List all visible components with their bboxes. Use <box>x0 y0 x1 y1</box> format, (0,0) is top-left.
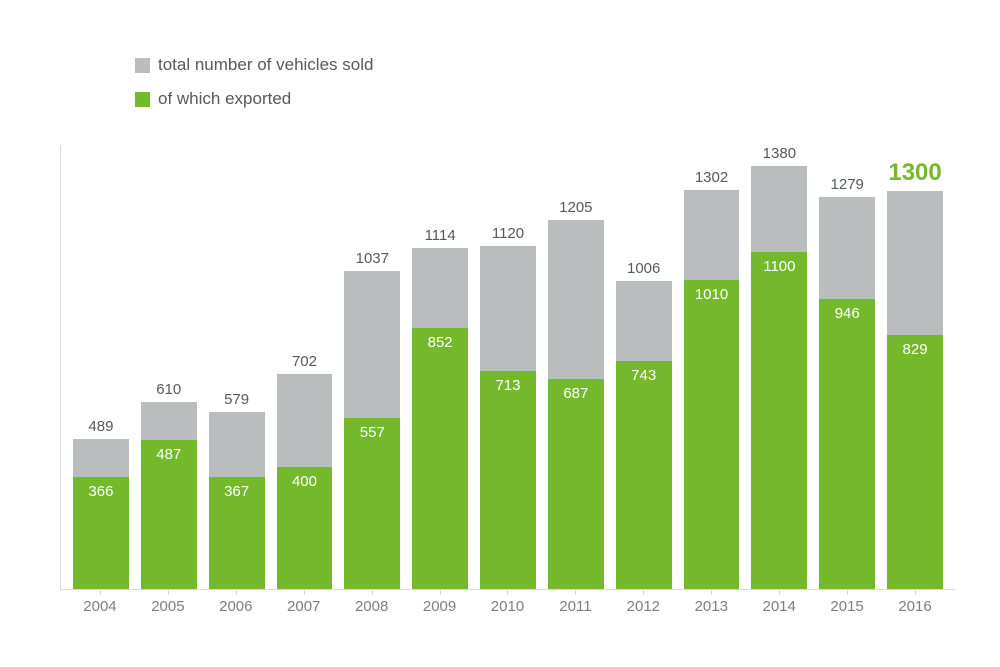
bar-total-label: 1380 <box>751 145 807 166</box>
bar-export-label: 713 <box>480 377 536 394</box>
bar-segment-remainder <box>751 166 807 252</box>
legend-label-total: total number of vehicles sold <box>158 55 373 75</box>
x-tick-label: 2004 <box>66 590 134 622</box>
bar-total-label: 1114 <box>412 227 468 248</box>
x-tick-label: 2013 <box>677 590 745 622</box>
x-tick-label: 2014 <box>745 590 813 622</box>
legend-label-exported: of which exported <box>158 89 291 109</box>
bar-total-label: 610 <box>141 381 197 402</box>
bar-segment-remainder <box>684 190 740 279</box>
bar-export-label: 557 <box>344 424 400 441</box>
x-tick-label: 2007 <box>270 590 338 622</box>
bar-segment-exported: 713 <box>480 371 536 589</box>
bar-segment-exported: 1100 <box>751 252 807 589</box>
bar-segment-exported: 743 <box>616 361 672 589</box>
bar-2011: 1205 687 <box>542 145 610 589</box>
legend-swatch-total <box>135 58 150 73</box>
bar-segment-remainder <box>480 246 536 371</box>
bar-segment-exported: 829 <box>887 335 943 589</box>
bar-segment-exported: 487 <box>141 440 197 589</box>
chart-legend: total number of vehicles sold of which e… <box>135 55 373 123</box>
bar-export-label: 366 <box>73 483 129 500</box>
x-tick-label: 2016 <box>881 590 949 622</box>
bar-2012: 1006 743 <box>610 145 678 589</box>
bar-segment-remainder <box>141 402 197 440</box>
bar-segment-exported: 400 <box>277 467 333 589</box>
bar-export-label: 400 <box>277 473 333 490</box>
bar-export-label: 946 <box>819 305 875 322</box>
bar-export-label: 687 <box>548 385 604 402</box>
x-tick-label: 2010 <box>474 590 542 622</box>
x-tick-label: 2011 <box>541 590 609 622</box>
bar-segment-exported: 557 <box>344 418 400 589</box>
bar-export-label: 1010 <box>684 286 740 303</box>
bar-total-label: 1279 <box>819 176 875 197</box>
bar-segment-exported: 367 <box>209 477 265 589</box>
bar-export-label: 367 <box>209 483 265 500</box>
x-tick-label: 2009 <box>406 590 474 622</box>
x-tick-label: 2012 <box>609 590 677 622</box>
legend-swatch-exported <box>135 92 150 107</box>
bar-export-label: 1100 <box>751 258 807 275</box>
vehicle-sales-chart: total number of vehicles sold of which e… <box>60 55 955 622</box>
bar-segment-exported: 1010 <box>684 280 740 589</box>
bar-segment-exported: 852 <box>412 328 468 589</box>
bar-2008: 1037 557 <box>338 145 406 589</box>
bar-segment-exported: 687 <box>548 379 604 589</box>
bar-2010: 1120 713 <box>474 145 542 589</box>
x-tick-label: 2006 <box>202 590 270 622</box>
bar-2009: 1114 852 <box>406 145 474 589</box>
bar-total-label: 1205 <box>548 199 604 220</box>
bar-segment-remainder <box>344 271 400 418</box>
bar-2005: 610 487 <box>135 145 203 589</box>
bar-segment-remainder <box>412 248 468 328</box>
bar-total-label: 489 <box>73 418 129 439</box>
bar-segment-remainder <box>548 220 604 379</box>
bar-total-label: 579 <box>209 391 265 412</box>
x-tick-label: 2008 <box>338 590 406 622</box>
chart-plot-area: 4893666104875793677024001037557111485211… <box>60 145 955 590</box>
bar-segment-remainder <box>616 281 672 362</box>
bar-segment-remainder <box>73 439 129 477</box>
bar-2006: 579 367 <box>203 145 271 589</box>
bar-segment-remainder <box>887 191 943 335</box>
bar-export-label: 743 <box>616 367 672 384</box>
bar-total-label: 702 <box>277 353 333 374</box>
bar-segment-exported: 946 <box>819 299 875 589</box>
x-tick-label: 2005 <box>134 590 202 622</box>
bar-export-label: 487 <box>141 446 197 463</box>
legend-item-total: total number of vehicles sold <box>135 55 373 75</box>
x-tick-label: 2015 <box>813 590 881 622</box>
bar-total-label: 1300 <box>887 159 943 191</box>
bar-export-label: 829 <box>887 341 943 358</box>
bar-2016: 1300 829 <box>881 145 949 589</box>
bar-total-label: 1302 <box>684 169 740 190</box>
chart-x-axis: 2004200520062007200820092010201120122013… <box>60 590 955 622</box>
bar-segment-remainder <box>277 374 333 466</box>
bar-2015: 1279 946 <box>813 145 881 589</box>
bar-total-label: 1006 <box>616 260 672 281</box>
bar-total-label: 1037 <box>344 250 400 271</box>
bar-total-label: 1120 <box>480 225 536 246</box>
bar-segment-remainder <box>209 412 265 477</box>
bar-segment-remainder <box>819 197 875 299</box>
legend-item-exported: of which exported <box>135 89 373 109</box>
bar-2013: 1302 1010 <box>678 145 746 589</box>
bar-2014: 1380 1100 <box>745 145 813 589</box>
bar-2007: 702 400 <box>271 145 339 589</box>
bar-export-label: 852 <box>412 334 468 351</box>
bar-segment-exported: 366 <box>73 477 129 589</box>
bar-2004: 489 366 <box>67 145 135 589</box>
